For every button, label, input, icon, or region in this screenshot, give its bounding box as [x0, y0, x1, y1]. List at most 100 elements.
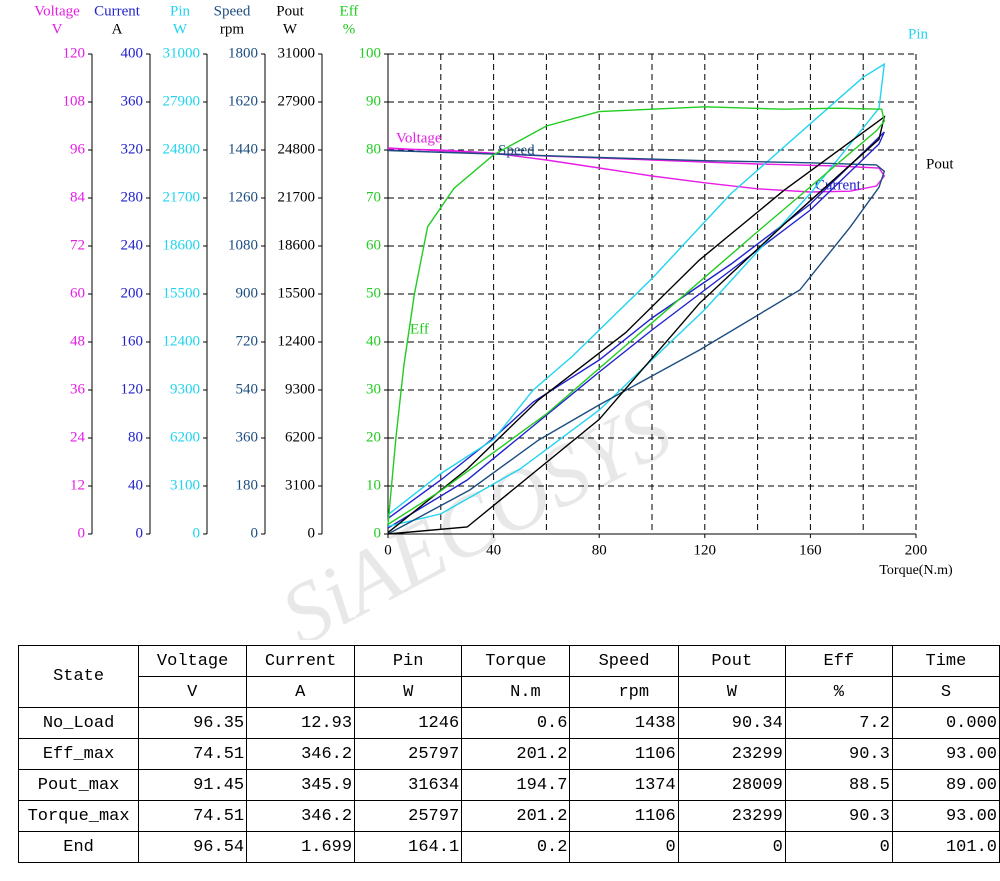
table-cell: 0	[784, 831, 893, 863]
y-tick-label: 24	[70, 429, 86, 445]
x-tick-label: 0	[384, 542, 392, 558]
axis-name: Pout	[276, 3, 304, 19]
y-tick-label: 3100	[285, 477, 315, 493]
x-axis-label: Torque(N.m)	[879, 563, 953, 578]
table-cell: 0.000	[891, 707, 1000, 739]
y-tick-label: 9300	[285, 381, 315, 397]
y-tick-label: 360	[236, 429, 259, 445]
column-header: Torque	[461, 645, 571, 677]
table-cell: 31634	[354, 769, 463, 801]
table-cell: 93.00	[891, 738, 1000, 770]
unit-header: A	[246, 676, 356, 708]
y-tick-label: 50	[366, 285, 381, 301]
series-line	[387, 131, 885, 529]
table-cell: 90.34	[677, 707, 786, 739]
axis-unit: %	[343, 21, 356, 37]
y-tick-label: 80	[366, 141, 381, 157]
y-tick-label: 27900	[163, 93, 201, 109]
table-cell: 1106	[569, 738, 679, 770]
row-label: Pout_max	[17, 769, 140, 801]
y-tick-label: 0	[251, 525, 259, 541]
table-row: V A W N.m rpm W% S	[19, 676, 1000, 708]
column-header: State	[17, 645, 140, 708]
y-tick-label: 0	[78, 525, 86, 541]
table-cell: 1246	[354, 707, 463, 739]
y-tick-label: 40	[366, 333, 381, 349]
y-tick-label: 320	[121, 141, 144, 157]
x-tick-label: 40	[486, 542, 501, 558]
table-cell: 90.3	[784, 738, 893, 770]
y-tick-label: 240	[121, 237, 144, 253]
y-tick-label: 0	[308, 525, 316, 541]
series-line	[387, 147, 886, 193]
y-tick-label: 160	[121, 333, 144, 349]
y-tick-label: 1260	[228, 189, 258, 205]
axis-name: Speed	[214, 3, 251, 19]
y-tick-label: 21700	[278, 189, 316, 205]
series-line	[387, 62, 886, 527]
column-header: Pin	[354, 645, 463, 677]
y-tick-label: 6200	[170, 429, 200, 445]
y-tick-label: 1440	[228, 141, 258, 157]
table-cell: 74.51	[138, 738, 248, 770]
axis-unit: W	[173, 21, 188, 37]
table-row: Pout_max 91.45 345.9 31634 194.7 1374 28009 88.…	[17, 769, 1000, 801]
y-tick-label: 1080	[228, 237, 258, 253]
y-tick-label: 720	[236, 333, 259, 349]
table-cell: 345.9	[246, 769, 356, 801]
table-cell: 0.2	[461, 831, 571, 863]
y-tick-label: 31000	[163, 45, 201, 61]
table-cell: 96.35	[138, 707, 248, 739]
y-tick-label: 90	[366, 93, 381, 109]
axis-unit: W	[283, 21, 298, 37]
table-cell: 346.2	[246, 738, 356, 770]
table-cell: 74.51	[138, 800, 248, 832]
y-tick-label: 18600	[163, 237, 201, 253]
row-label: End	[17, 831, 140, 863]
y-tick-label: 80	[128, 429, 143, 445]
table-row: End 96.54 1.699 164.1 0.2 0 0 0 101.0	[17, 831, 1000, 863]
y-tick-label: 400	[121, 45, 144, 61]
axis-name: Pin	[170, 3, 191, 19]
y-tick-label: 60	[366, 237, 381, 253]
y-tick-label: 21700	[163, 189, 201, 205]
unit-header: S	[891, 676, 1000, 708]
table-row: State Voltage Current Pin Torque Speed Pout Eff…	[17, 645, 1000, 708]
table-cell: 0	[677, 831, 786, 863]
axis-name: Voltage	[34, 3, 80, 19]
unit-header: %	[784, 676, 893, 708]
table-cell: 346.2	[246, 800, 356, 832]
table-cell: 91.45	[138, 769, 248, 801]
table-cell: 0.6	[461, 707, 571, 739]
column-header: Current	[246, 645, 356, 677]
table-cell: 1374	[569, 769, 679, 801]
table-row: Eff_max 74.51 346.2 25797 201.2 1106 23299 90.3…	[17, 738, 1000, 770]
table-cell: 1106	[569, 800, 679, 832]
series-label: Current	[815, 177, 862, 193]
y-tick-label: 70	[366, 189, 381, 205]
series-label: Voltage	[396, 130, 442, 146]
table-cell: 12.93	[246, 707, 356, 739]
y-tick-label: 60	[70, 285, 85, 301]
series-label: Pout	[926, 156, 954, 172]
table-cell: 7.2	[784, 707, 893, 739]
table-cell: 23299	[677, 738, 786, 770]
axis-unit: A	[112, 21, 123, 37]
unit-header: W	[354, 676, 463, 708]
y-tick-label: 900	[236, 285, 259, 301]
y-tick-label: 15500	[163, 285, 201, 301]
y-tick-label: 100	[359, 45, 382, 61]
table-cell: 164.1	[354, 831, 463, 863]
y-tick-label: 12400	[163, 333, 201, 349]
unit-header: rpm	[569, 676, 679, 708]
table-cell: 89.00	[891, 769, 1000, 801]
table-cell: 25797	[354, 800, 463, 832]
series-line	[387, 115, 886, 535]
y-tick-label: 120	[63, 45, 86, 61]
y-tick-label: 120	[121, 381, 144, 397]
table-cell: 194.7	[461, 769, 571, 801]
series-line	[387, 149, 886, 535]
y-tick-label: 30	[366, 381, 381, 397]
table-row: No_Load 96.35 12.93 1246 0.6 1438 90.34 7.2 0.00…	[17, 707, 1000, 739]
